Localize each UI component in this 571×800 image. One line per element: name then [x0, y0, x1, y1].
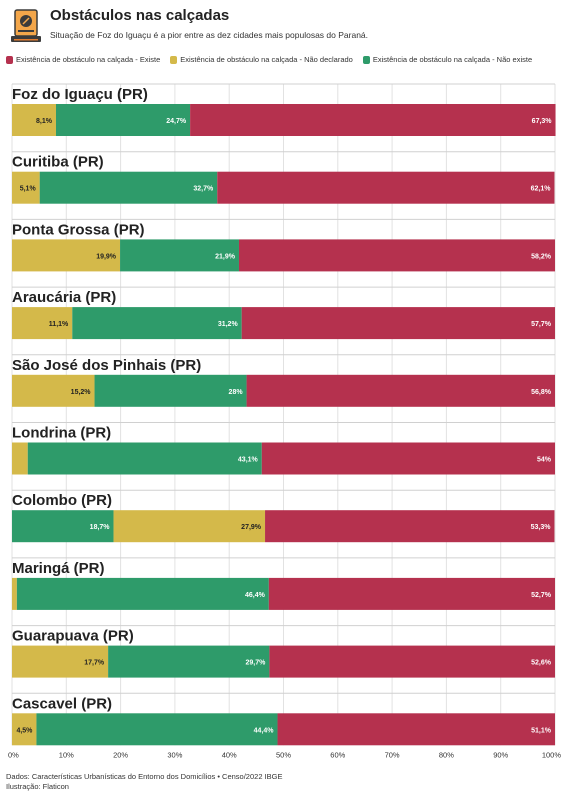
bar-segment-existe [261, 442, 555, 475]
bar-segment-existe [277, 713, 555, 746]
legend-label: Existência de obstáculo na calçada - Exi… [16, 55, 161, 64]
bar-segment-nao-existe [72, 307, 242, 340]
x-tick-label: 10% [59, 750, 74, 759]
bar-segment-nao-existe [36, 713, 278, 746]
bar-segment-existe [268, 577, 555, 610]
x-tick-label: 60% [330, 750, 345, 759]
data-label: 11,1% [49, 321, 69, 328]
x-tick-label: 0% [8, 750, 19, 759]
x-tick-label: 40% [222, 750, 237, 759]
bar-segment-nao-declarado [113, 510, 266, 543]
legend-label: Existência de obstáculo na calçada - Não… [180, 55, 353, 64]
city-label: Araucária (PR) [12, 289, 116, 306]
bar-segment-nao-existe [27, 442, 262, 475]
bar-segment-nao-existe [120, 239, 239, 272]
x-tick-label: 70% [385, 750, 400, 759]
data-label: 54% [537, 457, 552, 464]
data-label: 67,3% [532, 118, 553, 125]
data-label: 52,6% [531, 660, 552, 667]
city-label: Colombo (PR) [12, 492, 112, 509]
bar-segment-existe [269, 645, 555, 678]
x-tick-label: 80% [439, 750, 454, 759]
data-label: 4,5% [16, 727, 33, 734]
data-label: 24,7% [166, 118, 187, 125]
bar-segment-existe [217, 171, 555, 204]
city-label: Foz do Iguaçu (PR) [12, 86, 148, 103]
bar-segment-nao-declarado [12, 442, 28, 475]
bar-segment-nao-existe [55, 104, 191, 136]
data-label: 17,7% [84, 660, 105, 667]
bar-segment-nao-declarado [12, 239, 121, 272]
data-label: 51,1% [531, 727, 552, 734]
city-label: Cascavel (PR) [12, 695, 112, 712]
chart-title: Obstáculos nas calçadas [50, 7, 230, 24]
sign-board-icon [11, 9, 41, 42]
x-tick-label: 100% [542, 750, 562, 759]
data-label: 21,9% [215, 253, 236, 260]
legend-swatch [6, 55, 13, 64]
data-label: 57,7% [531, 321, 552, 328]
data-label: 29,7% [246, 660, 267, 667]
chart-subtitle: Situação de Foz do Iguaçu é a pior entre… [50, 30, 369, 40]
data-label: 46,4% [245, 592, 266, 599]
chart-legend: Existência de obstáculo na calçada - Exi… [6, 55, 532, 64]
data-label: 18,7% [90, 524, 111, 531]
legend-swatch [170, 55, 178, 64]
x-tick-label: 30% [167, 750, 182, 759]
bar-segment-nao-existe [108, 645, 270, 678]
bar-segment-nao-declarado [12, 104, 56, 136]
bar-segment-existe [246, 374, 556, 407]
legend-item-existe: Existência de obstáculo na calçada - Exi… [6, 55, 160, 64]
footer: Dados: Características Urbanísticas do E… [6, 772, 283, 792]
legend-label: Existência de obstáculo na calçada - Não… [372, 55, 533, 64]
x-tick-label: 20% [113, 750, 128, 759]
city-label: Guarapuava (PR) [12, 628, 134, 645]
data-label: 28% [229, 389, 244, 396]
bar-segment-nao-declarado [12, 577, 17, 610]
source-note: Dados: Características Urbanísticas do E… [6, 772, 283, 781]
bar-segment-existe [190, 104, 556, 136]
bar-segment-existe [241, 307, 555, 340]
bar-segment-nao-existe [94, 374, 247, 407]
city-label: São José dos Pinhais (PR) [12, 357, 201, 374]
data-label: 62,1% [531, 186, 552, 193]
bar-segment-existe [265, 510, 555, 543]
data-label: 5,1% [20, 186, 37, 193]
bar-segment-nao-declarado [12, 713, 37, 746]
data-label: 15,2% [71, 389, 92, 396]
stacked-bar-chart: Foz do Iguaçu (PR) 8,1% 24,7% 67,3% Curitiba… [8, 83, 562, 759]
data-label: 8,1% [36, 118, 53, 125]
bar-segment-nao-existe [39, 171, 218, 204]
city-label: Ponta Grossa (PR) [12, 221, 145, 238]
bar-segment-nao-declarado [12, 307, 73, 340]
x-tick-label: 90% [493, 750, 508, 759]
data-label: 32,7% [193, 186, 214, 193]
data-label: 27,9% [241, 524, 262, 531]
legend-item-nao-existe: Existência de obstáculo na calçada - Não… [362, 55, 533, 64]
legend-item-nao-declarado: Existência de obstáculo na calçada - Não… [170, 55, 353, 64]
data-label: 31,2% [218, 321, 239, 328]
data-label: 19,9% [96, 253, 117, 260]
city-label: Curitiba (PR) [12, 154, 104, 171]
bar-segment-nao-existe [16, 577, 269, 610]
city-label: Maringá (PR) [12, 560, 105, 577]
legend-swatch [362, 55, 370, 64]
data-label: 52,7% [531, 592, 552, 599]
bar-segment-existe [238, 239, 555, 272]
bar-segment-nao-declarado [12, 645, 109, 678]
bar-segment-nao-declarado [12, 374, 95, 407]
illustration-credit: Ilustração: Flaticon [6, 782, 69, 791]
data-label: 58,2% [531, 253, 552, 260]
data-label: 44,4% [254, 727, 275, 734]
data-label: 53,3% [531, 524, 552, 531]
bar-segment-nao-declarado [12, 171, 40, 204]
data-label: 43,1% [238, 457, 259, 464]
bar-segment-nao-existe [12, 510, 114, 543]
x-tick-label: 50% [276, 750, 291, 759]
city-label: Londrina (PR) [12, 425, 111, 442]
data-label: 56,8% [531, 389, 552, 396]
